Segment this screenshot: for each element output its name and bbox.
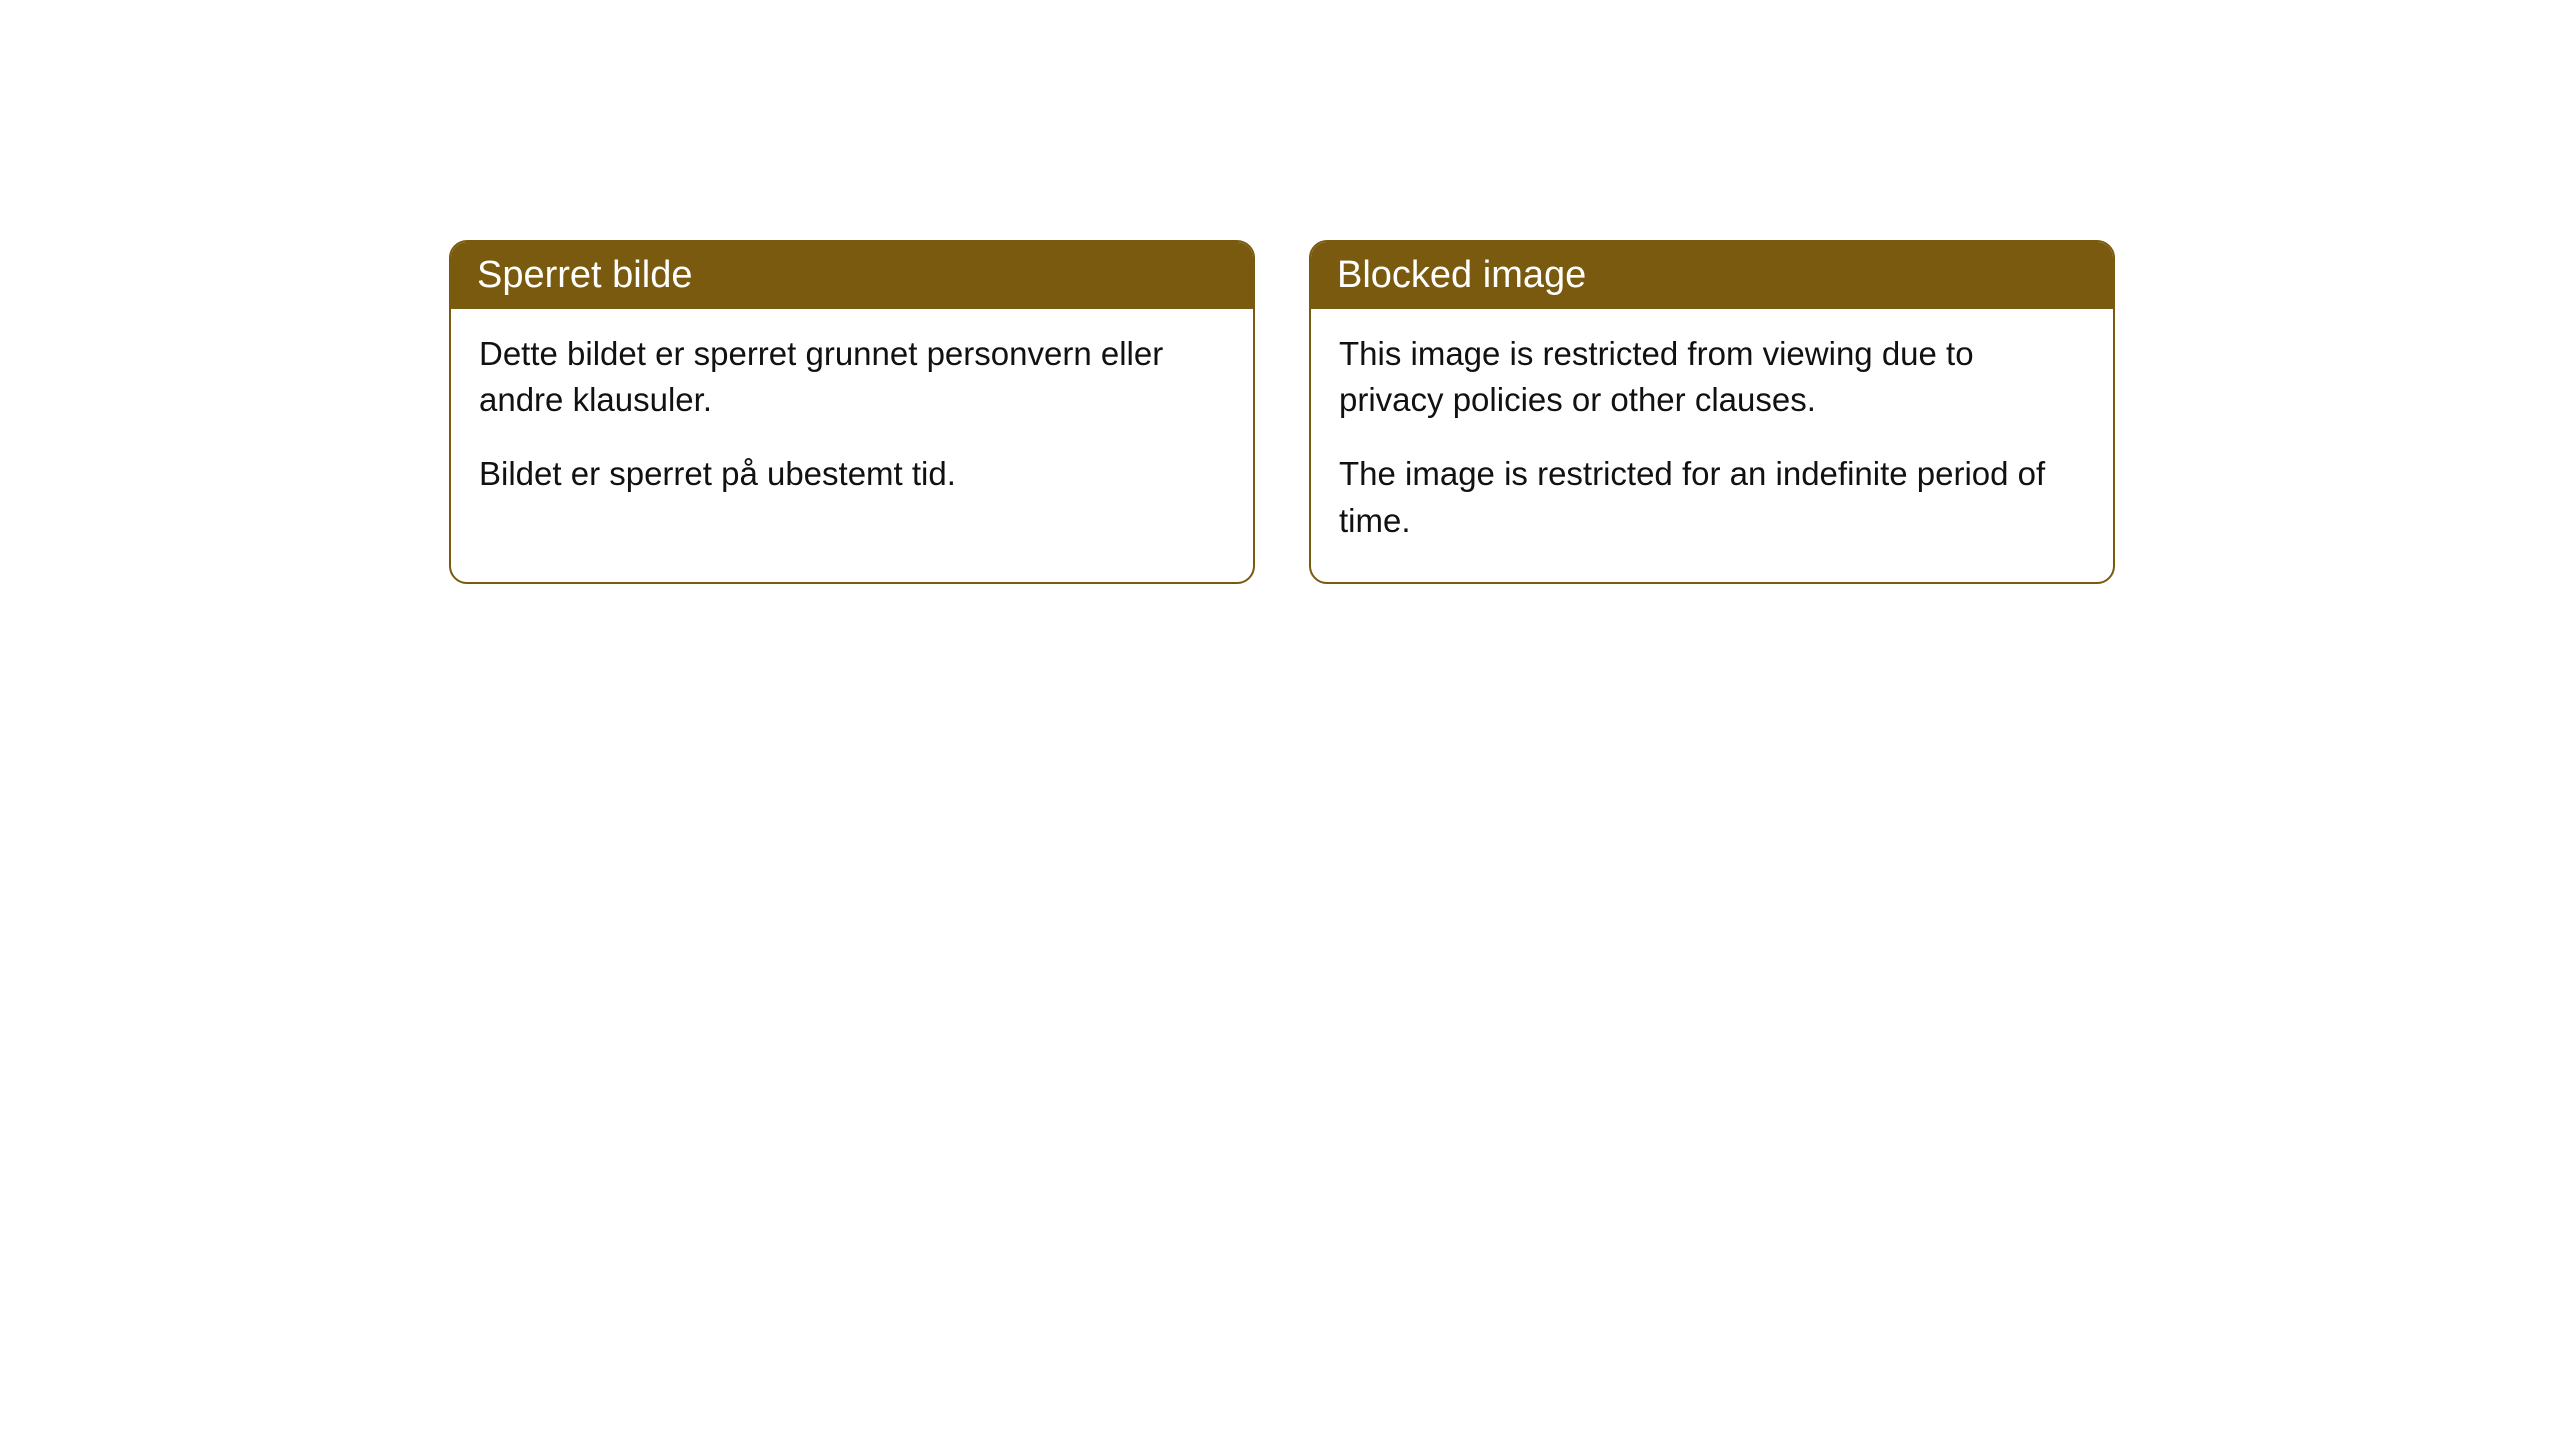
card-header: Blocked image (1311, 242, 2113, 309)
notice-card-norwegian: Sperret bilde Dette bildet er sperret gr… (449, 240, 1255, 584)
card-title: Sperret bilde (477, 254, 692, 296)
card-header: Sperret bilde (451, 242, 1253, 309)
card-paragraph: This image is restricted from viewing du… (1339, 331, 2085, 423)
card-paragraph: Dette bildet er sperret grunnet personve… (479, 331, 1225, 423)
card-paragraph: The image is restricted for an indefinit… (1339, 451, 2085, 543)
card-paragraph: Bildet er sperret på ubestemt tid. (479, 451, 1225, 497)
notice-cards-container: Sperret bilde Dette bildet er sperret gr… (449, 240, 2115, 584)
card-title: Blocked image (1337, 254, 1586, 296)
card-body: This image is restricted from viewing du… (1311, 309, 2113, 582)
card-body: Dette bildet er sperret grunnet personve… (451, 309, 1253, 536)
notice-card-english: Blocked image This image is restricted f… (1309, 240, 2115, 584)
